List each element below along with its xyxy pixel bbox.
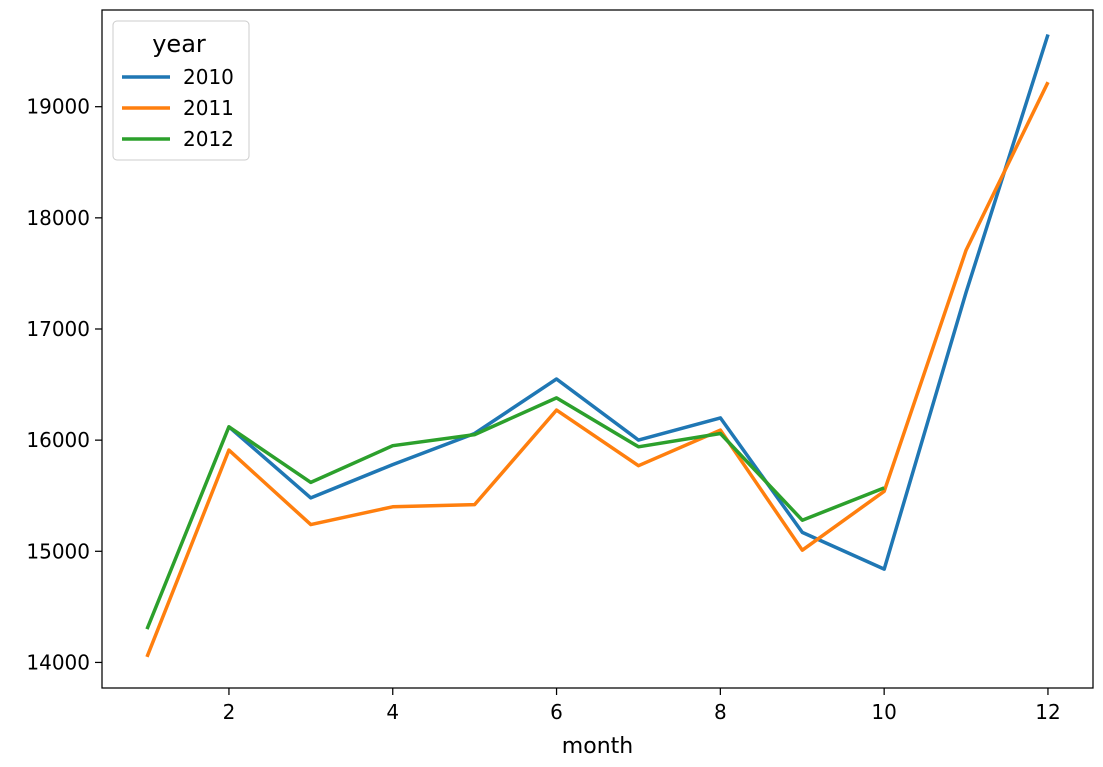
series-line-2012	[145, 396, 885, 630]
plot-frame	[101, 9, 1094, 689]
legend-label-2010: 2010	[183, 65, 234, 89]
y-tick-label: 17000	[26, 317, 90, 341]
legend-label-2012: 2012	[183, 127, 234, 151]
x-tick-label: 4	[386, 700, 399, 724]
y-axis: 14000 15000 16000 17000 18000 19000	[26, 95, 102, 674]
legend: year 2010 2011 2012	[112, 20, 250, 161]
y-tick-label: 15000	[26, 539, 90, 563]
legend-box	[112, 20, 250, 161]
x-tick-label: 2	[223, 700, 236, 724]
y-tick-label: 16000	[26, 428, 90, 452]
x-tick-label: 12	[1035, 700, 1060, 724]
x-axis-label: month	[562, 734, 633, 759]
y-tick-label: 18000	[26, 206, 90, 230]
y-tick-label: 19000	[26, 95, 90, 119]
legend-title: year	[152, 30, 206, 58]
series-line-2011	[145, 81, 1050, 658]
y-tick-label: 14000	[26, 650, 90, 674]
legend-items: 2010 2011 2012	[122, 65, 234, 151]
x-tick-label: 10	[871, 700, 896, 724]
x-tick-label: 6	[550, 700, 563, 724]
series-layer	[145, 33, 1050, 658]
x-axis: 2 4 6 8 10 12	[223, 688, 1061, 724]
x-tick-label: 8	[714, 700, 727, 724]
series-line-2010	[227, 33, 1050, 571]
legend-label-2011: 2011	[183, 96, 234, 120]
